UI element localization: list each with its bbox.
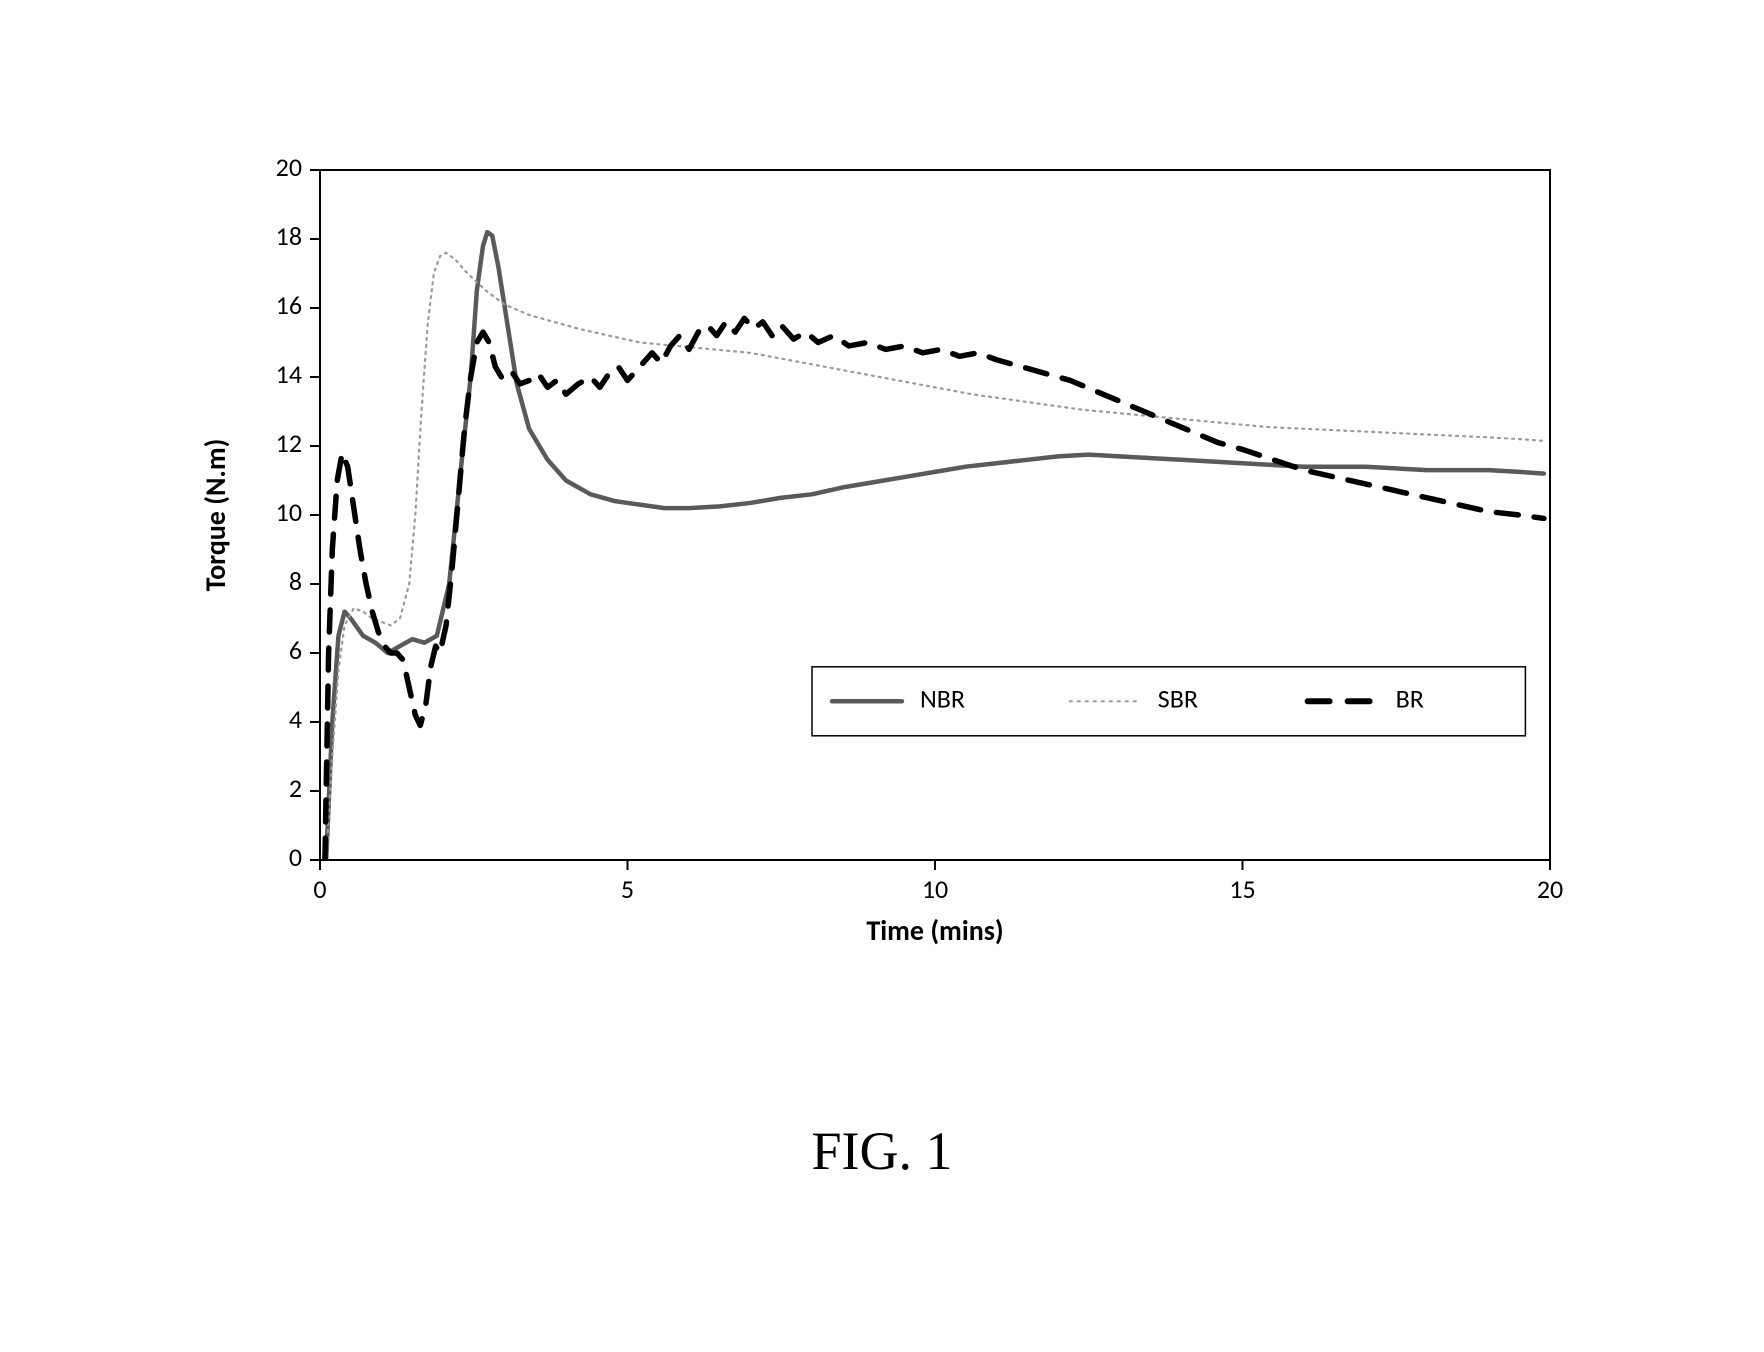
- svg-text:6: 6: [289, 634, 302, 666]
- svg-text:NBR: NBR: [920, 683, 965, 715]
- figure-caption-text: FIG. 1: [811, 1121, 952, 1181]
- svg-text:12: 12: [276, 427, 302, 459]
- svg-text:Torque (N.m): Torque (N.m): [198, 439, 233, 592]
- svg-text:Time (mins): Time (mins): [866, 913, 1003, 948]
- svg-text:20: 20: [1537, 873, 1563, 905]
- svg-text:5: 5: [621, 873, 634, 905]
- svg-text:10: 10: [922, 873, 948, 905]
- svg-text:8: 8: [289, 565, 302, 597]
- svg-text:10: 10: [276, 496, 302, 528]
- svg-text:2: 2: [289, 772, 302, 804]
- svg-text:15: 15: [1229, 873, 1255, 905]
- svg-text:14: 14: [276, 358, 302, 390]
- svg-text:20: 20: [276, 151, 302, 183]
- chart-container: 0 2 4 6 8 10 12 14 16 18 20 0 5 10 15 20 Time (mins) Torq…: [180, 150, 1580, 970]
- svg-text:SBR: SBR: [1158, 683, 1198, 715]
- svg-text:BR: BR: [1396, 683, 1424, 715]
- svg-text:18: 18: [276, 220, 302, 252]
- line-chart: 0 2 4 6 8 10 12 14 16 18 20 0 5 10 15 20 Time (mins) Torq…: [180, 150, 1580, 970]
- svg-text:0: 0: [313, 873, 326, 905]
- figure-caption: FIG. 1: [0, 1120, 1764, 1182]
- svg-text:0: 0: [289, 841, 302, 873]
- svg-text:4: 4: [289, 703, 302, 735]
- svg-text:16: 16: [276, 289, 302, 321]
